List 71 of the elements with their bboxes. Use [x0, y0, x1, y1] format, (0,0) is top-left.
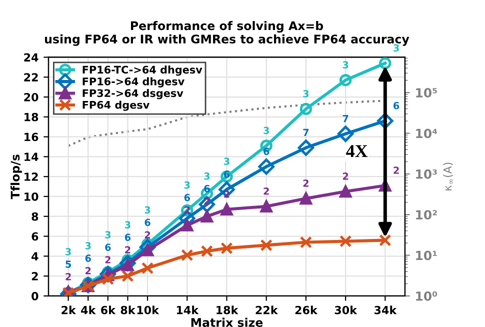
y-tick-label: 20 — [24, 92, 38, 102]
legend-label: FP16->64 dhgesv — [82, 77, 184, 88]
y2-tick-label: 10⁴ — [416, 128, 438, 138]
annotation: 3 — [264, 126, 269, 134]
annotation: 6 — [144, 218, 150, 226]
x-tick-label: 30k — [334, 306, 358, 314]
annotation: 3 — [105, 231, 111, 238]
annotation: 2 — [342, 172, 348, 180]
y-tick-label: 4 — [32, 252, 38, 260]
x-tick-label: 10k — [137, 306, 160, 314]
y-tick-label: 8 — [32, 212, 38, 221]
annotation: 2 — [66, 272, 71, 280]
x-tick-label: 6k — [101, 306, 116, 314]
y-tick-label: 0 — [32, 292, 38, 300]
x-axis-title: Matrix size — [191, 318, 263, 327]
annotation: 3 — [184, 181, 190, 189]
y2-tick-label: 10⁵ — [416, 88, 437, 98]
chart-title: Performance of solving Ax=b using FP64 or IR with GMRes to achieve FP64 accuracy — [45, 21, 410, 46]
annotation: 2 — [125, 246, 130, 254]
annotation: 6 — [85, 254, 91, 262]
legend-label: FP64 dgesv — [82, 100, 150, 111]
y-tick-label: 18 — [24, 112, 38, 122]
y2-axis-title: κ$_{∞}$(A) — [443, 162, 454, 190]
annotation: 3 — [124, 221, 130, 228]
annotation: 2 — [105, 256, 110, 264]
annotation: 6 — [394, 102, 400, 110]
annotation: 6 — [124, 234, 131, 241]
annotation: 2 — [204, 197, 210, 205]
text: 3 — [394, 44, 399, 52]
annotation: 2 — [85, 267, 91, 274]
legend-label: FP32->64 dsgesv — [82, 89, 184, 100]
annotation: 3 — [66, 248, 71, 256]
y-tick-label: 16 — [24, 132, 38, 142]
annotation: 3 — [303, 90, 309, 98]
x-tick-label: 26k — [295, 306, 318, 314]
annotation: 5 — [66, 260, 72, 268]
annotation: 3 — [224, 158, 230, 165]
x-tick-label: 2k — [62, 306, 76, 314]
x-tick-label: 34k — [374, 306, 397, 314]
y2-tick-label: 10¹ — [416, 250, 437, 260]
x-tick-label: 22k — [256, 306, 278, 314]
y-tick-label: 14 — [24, 152, 38, 161]
y-tick-label: 10 — [24, 192, 38, 201]
annotation: 6 — [264, 148, 270, 156]
y-tick-label: 2 — [32, 272, 38, 280]
y-tick-label: 12 — [24, 172, 38, 181]
y-tick-label: 22 — [24, 73, 38, 82]
annotation: 3 — [204, 172, 210, 180]
x-tick-label: 8k — [120, 306, 136, 314]
annotation: 2 — [394, 166, 399, 174]
annotation: 2 — [264, 187, 269, 195]
y-tick-label: 24 — [24, 53, 38, 62]
y2-tick-label: 10⁰ — [416, 291, 438, 301]
annotation: 6 — [184, 194, 190, 202]
annotation: 2 — [144, 231, 150, 238]
y2-tick-label: 10³ — [416, 169, 437, 179]
annotation: 7 — [342, 114, 348, 122]
annotation: 3 — [342, 61, 348, 68]
annotation: 4X — [346, 145, 368, 158]
y-axis-title: Tflop/s — [10, 154, 22, 200]
annotation: 3 — [144, 206, 150, 214]
y-tick-label: 6 — [32, 232, 38, 241]
x-tick-label: 14k — [176, 306, 199, 314]
y2-tick-label: 10² — [416, 210, 437, 220]
annotation: 2 — [303, 180, 308, 187]
annotation: 6 — [105, 244, 111, 251]
annotation: 3 — [85, 242, 91, 250]
x-tick-label: 4k — [81, 306, 96, 314]
annotation: 7 — [303, 128, 309, 136]
legend-label: FP16-TC->64 dhgesv — [82, 66, 202, 76]
x-tick-label: 18k — [216, 306, 238, 314]
